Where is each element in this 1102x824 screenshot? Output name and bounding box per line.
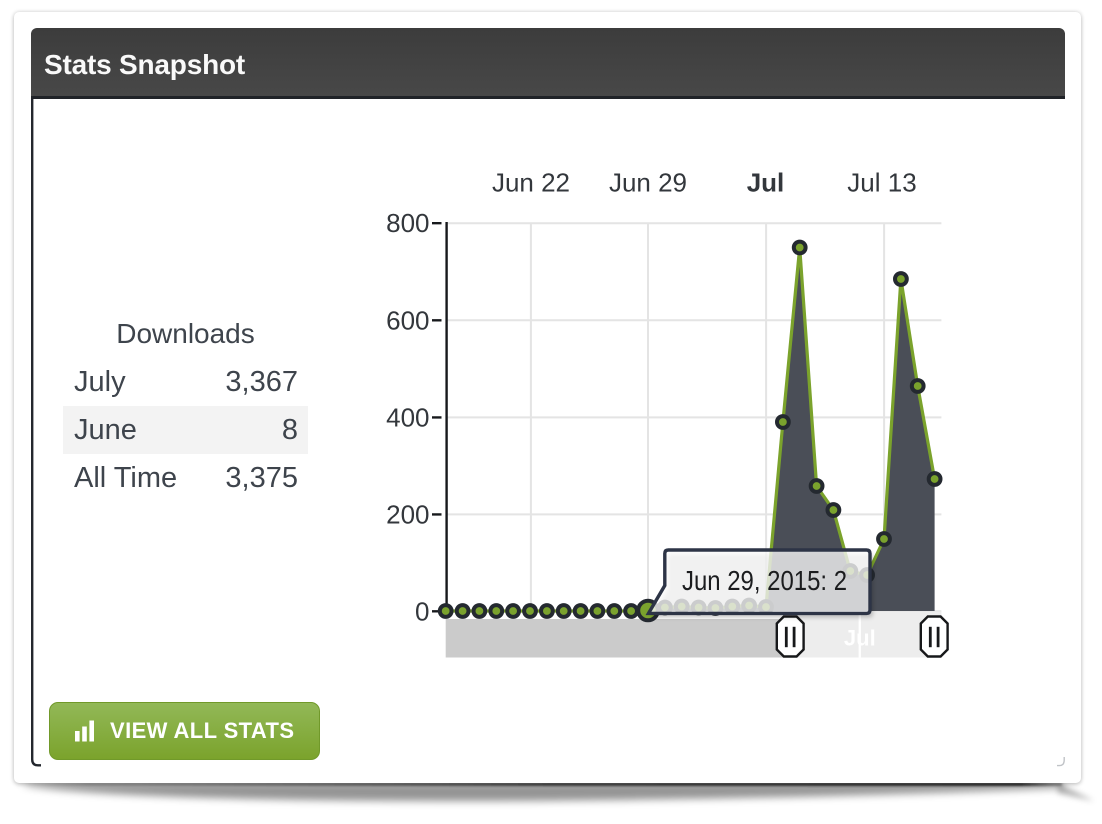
svg-text:600: 600 <box>386 305 429 335</box>
svg-text:Jun 29, 2015: 2: Jun 29, 2015: 2 <box>682 565 847 596</box>
svg-text:Jul: Jul <box>747 168 785 198</box>
svg-text:0: 0 <box>415 596 429 626</box>
svg-text:Jun 22: Jun 22 <box>492 168 570 198</box>
svg-text:Jul: Jul <box>844 626 876 651</box>
svg-text:Jul 13: Jul 13 <box>847 168 916 198</box>
svg-text:Jun 29: Jun 29 <box>609 168 687 198</box>
svg-text:800: 800 <box>386 208 429 238</box>
svg-text:200: 200 <box>386 499 429 529</box>
svg-text:400: 400 <box>386 402 429 432</box>
